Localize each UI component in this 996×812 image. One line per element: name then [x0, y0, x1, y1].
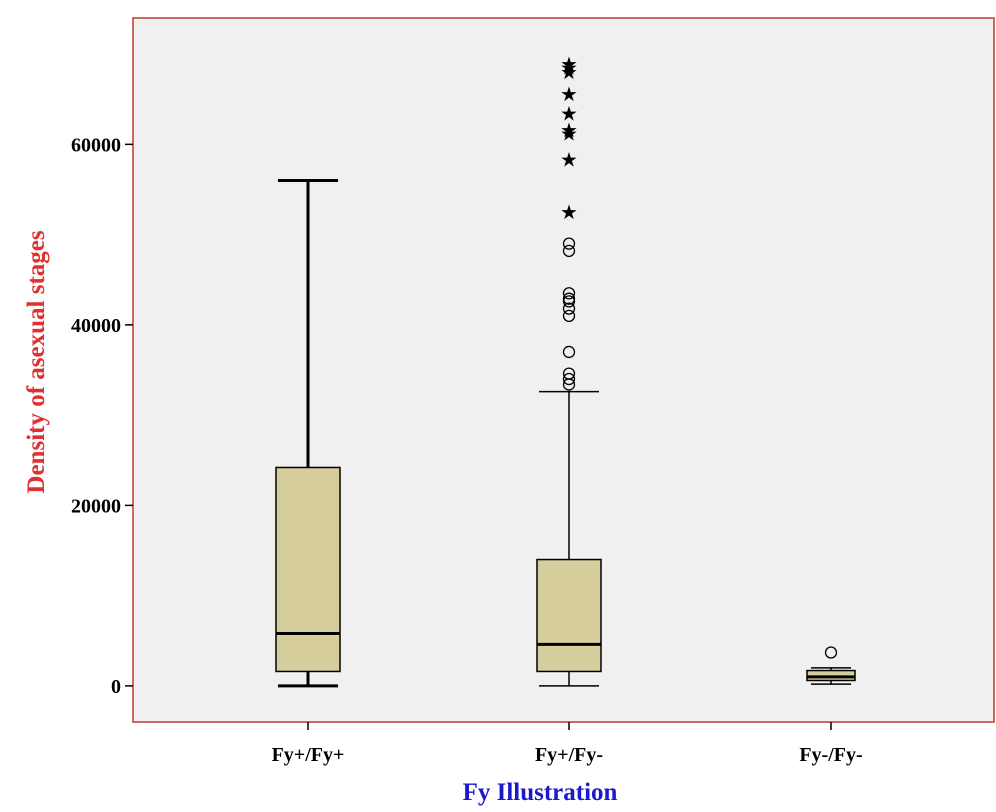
extreme-point: ★: [560, 118, 578, 142]
iqr-box: [536, 558, 602, 673]
extreme-point: ★: [560, 56, 578, 80]
y-tick-label: 20000: [71, 495, 121, 517]
outlier-point: [562, 287, 576, 300]
extreme-point: ★: [560, 82, 578, 106]
extreme-point: ★: [560, 102, 578, 126]
outlier-point: [562, 244, 576, 258]
iqr-box: [275, 466, 341, 673]
y-axis-title: Density of asexual stages: [23, 230, 50, 493]
outlier-point: [562, 372, 576, 386]
x-axis-title: Fy Illustration: [463, 779, 618, 806]
outlier-point: [562, 292, 576, 305]
outlier-point: [562, 345, 576, 359]
x-tick-label: Fy+/Fy+: [272, 744, 345, 766]
y-axis: 0 20000 40000 60000: [71, 134, 133, 698]
outlier-point: [562, 302, 576, 315]
y-tick-label: 0: [111, 676, 121, 698]
box-Fy+/Fy+: [275, 178, 341, 688]
outlier-point: [824, 646, 838, 659]
y-tick-label: 60000: [71, 134, 121, 156]
x-tick-label: Fy-/Fy-: [799, 744, 862, 766]
outlier-point: [562, 367, 576, 380]
box-Fy+/Fy-: ★★★★★★★★★: [536, 52, 602, 687]
outlier-point: [562, 237, 576, 250]
box-Fy-/Fy-: [806, 646, 856, 685]
extreme-point: ★: [560, 200, 578, 224]
boxes-group: ★★★★★★★★★: [275, 52, 856, 688]
x-tick-label: Fy+/Fy-: [535, 744, 603, 766]
extreme-point: ★: [560, 60, 578, 84]
x-axis: Fy+/Fy+ Fy+/Fy- Fy-/Fy-: [272, 722, 863, 766]
outlier-point: [562, 309, 576, 322]
y-tick-label: 40000: [71, 315, 121, 337]
extreme-point: ★: [560, 52, 578, 76]
extreme-point: ★: [560, 122, 578, 146]
extreme-point: ★: [560, 148, 578, 172]
